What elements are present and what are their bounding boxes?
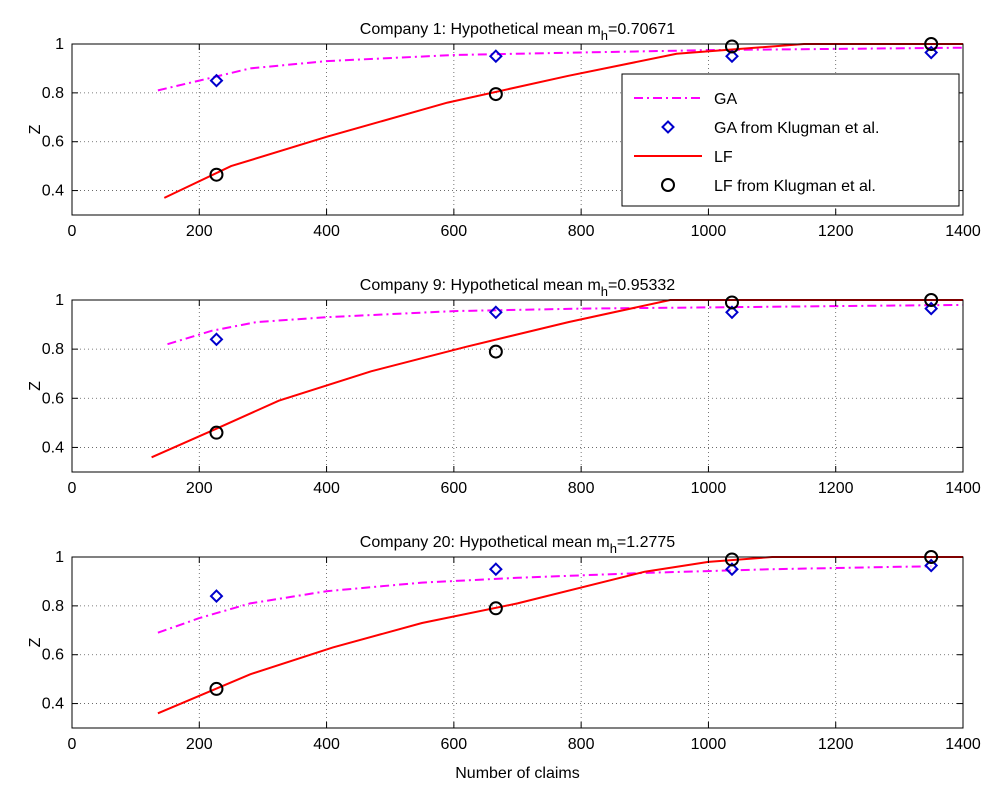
- y-tick-label: 0.8: [42, 341, 64, 358]
- series-line-ga: [167, 303, 963, 346]
- subplot-2: 0 200 400 600 800 1000 1200 1400 0.4 0.6 0.8 1 Compa…: [27, 277, 981, 497]
- x-tick-label: 1000: [691, 223, 727, 240]
- x-tick-label: 400: [313, 736, 340, 753]
- x-tick-label: 600: [441, 480, 468, 497]
- legend-label: LF: [714, 149, 733, 166]
- x-tick-label: 200: [186, 480, 213, 497]
- axes-box: [71, 43, 964, 216]
- lf-klugman-marker: [209, 167, 224, 182]
- x-tick-label: 1200: [818, 480, 854, 497]
- x-tick-label: 1000: [691, 736, 727, 753]
- y-tick-label: 0.4: [42, 183, 64, 200]
- ga-klugman-marker: [725, 562, 739, 577]
- lf-klugman-marker: [724, 552, 739, 567]
- legend-box: [621, 73, 960, 207]
- legend-swatch-circle: [661, 178, 675, 192]
- lf-klugman-marker: [209, 681, 224, 696]
- x-tick-label: 0: [68, 480, 77, 497]
- subplot-3: 0 200 400 600 800 1000 1200 1400 0.4 0.6 0.8 1 Compa…: [27, 534, 981, 782]
- y-tick-label: 0.4: [42, 696, 64, 713]
- lf-klugman-marker: [724, 295, 739, 310]
- x-tick-label: 200: [186, 736, 213, 753]
- x-tick-label: 800: [568, 223, 595, 240]
- x-tick-label: 1400: [945, 480, 981, 497]
- y-tick-label: 0.6: [42, 647, 64, 664]
- legend-label: GA: [714, 91, 737, 108]
- ga-klugman-marker: [924, 301, 939, 316]
- subplot-title: Company 20: Hypothetical mean mh=1.2775: [360, 534, 676, 556]
- x-tick-label: 400: [313, 480, 340, 497]
- y-tick-label: 0.8: [42, 598, 64, 615]
- x-tick-label: 1200: [818, 223, 854, 240]
- y-axis-label: Z: [27, 124, 44, 134]
- x-tick-label: 1400: [945, 223, 981, 240]
- title-prefix: Company 1: Hypothetical mean m: [360, 21, 601, 38]
- lf-klugman-marker: [724, 39, 739, 54]
- ga-klugman-marker: [209, 332, 224, 347]
- x-tick-label: 200: [186, 223, 213, 240]
- lf-klugman-marker: [488, 601, 503, 616]
- title-subscript: h: [601, 284, 608, 299]
- x-tick-label: 0: [68, 223, 77, 240]
- title-suffix: =0.70671: [608, 21, 675, 38]
- ga-klugman-marker: [209, 589, 224, 603]
- y-tick-label: 0.6: [42, 134, 64, 151]
- ga-klugman-marker: [488, 562, 503, 577]
- legend-swatch-diamond: [661, 120, 675, 134]
- x-tick-label: 600: [441, 223, 468, 240]
- title-suffix: =1.2775: [617, 534, 675, 551]
- subplot-title: Company 1: Hypothetical mean mh=0.70671: [360, 21, 676, 43]
- ga-klugman-marker: [488, 305, 503, 320]
- lf-klugman-marker: [488, 344, 503, 359]
- y-tick-label: 1: [55, 549, 64, 566]
- title-subscript: h: [610, 541, 617, 556]
- y-tick-label: 1: [55, 36, 64, 53]
- lf-klugman-marker: [209, 425, 224, 440]
- x-tick-label: 600: [441, 736, 468, 753]
- x-axis-label: Number of claims: [455, 765, 579, 782]
- x-tick-label: 1400: [945, 736, 981, 753]
- x-tick-label: 1200: [818, 736, 854, 753]
- series-line-lf: [163, 43, 963, 199]
- title-prefix: Company 9: Hypothetical mean m: [360, 277, 601, 294]
- axes-box: [71, 556, 964, 729]
- title-prefix: Company 20: Hypothetical mean m: [360, 534, 610, 551]
- plot-area: [72, 300, 963, 472]
- legend-label: GA from Klugman et al.: [714, 120, 879, 137]
- x-tick-label: 400: [313, 223, 340, 240]
- y-axis-label: Z: [27, 381, 44, 391]
- x-tick-label: 1000: [691, 480, 727, 497]
- subplot-1: 0 200 400 600 800 1000 1200 1400 0.4 0.6 0.8 1 Compa…: [27, 21, 981, 240]
- ga-klugman-marker: [725, 305, 739, 320]
- series-line-ga: [157, 565, 932, 634]
- axes-box: [71, 299, 964, 473]
- subplot-title: Company 9: Hypothetical mean mh=0.95332: [360, 277, 676, 299]
- title-suffix: =0.95332: [608, 277, 675, 294]
- y-tick-label: 1: [55, 292, 64, 309]
- y-tick-label: 0.8: [42, 85, 64, 102]
- y-tick-label: 0.4: [42, 439, 64, 456]
- plot-area: [72, 557, 963, 728]
- x-tick-label: 800: [568, 480, 595, 497]
- ga-klugman-marker: [488, 49, 503, 64]
- ga-klugman-marker: [725, 49, 739, 64]
- x-tick-label: 800: [568, 736, 595, 753]
- series-line-lf: [157, 556, 963, 715]
- y-axis-label: Z: [27, 637, 44, 647]
- legend-label: LF from Klugman et al.: [714, 178, 876, 195]
- lf-klugman-marker: [488, 87, 503, 102]
- ga-klugman-marker: [924, 45, 939, 60]
- y-tick-label: 0.6: [42, 390, 64, 407]
- legend: GA GA from Klugman et al. LF LF from Klugma…: [621, 73, 960, 207]
- ga-klugman-marker: [924, 558, 939, 573]
- x-tick-label: 0: [68, 736, 77, 753]
- ga-klugman-marker: [209, 73, 224, 88]
- title-subscript: h: [601, 28, 608, 43]
